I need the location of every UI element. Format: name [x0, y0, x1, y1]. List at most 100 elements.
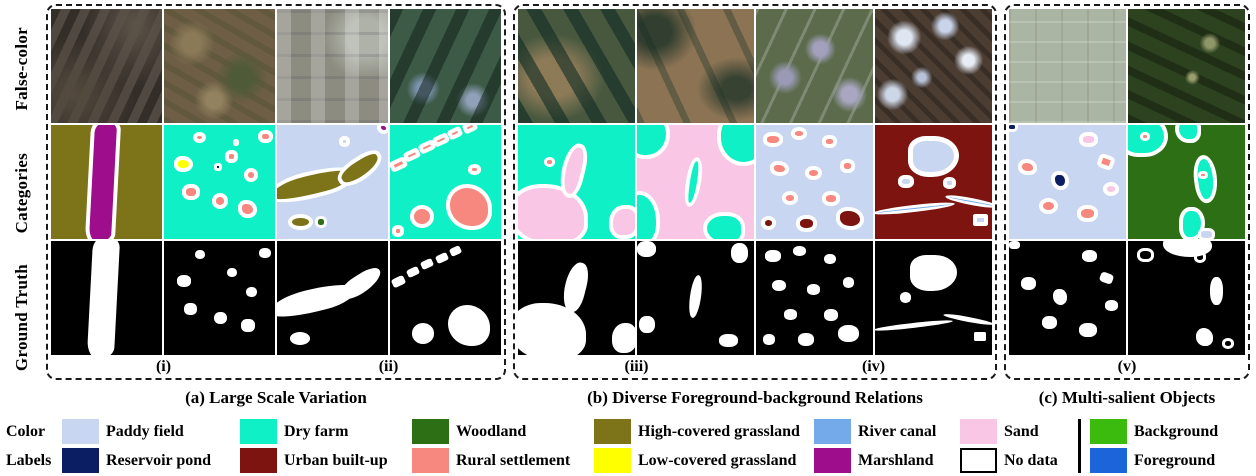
region-blob [1009, 241, 1020, 249]
group-a-columns [51, 9, 501, 355]
region-blob [211, 193, 229, 210]
region-blob [942, 177, 956, 189]
region-blob [898, 175, 914, 188]
region-blob [556, 141, 593, 200]
group-a-box: (i) (ii) [46, 4, 506, 380]
region-blob [181, 184, 200, 201]
group-captions: (a) Large Scale Variation (b) Diverse Fo… [46, 388, 1250, 408]
region-blob [807, 284, 821, 295]
legend-swatch-marshland [814, 448, 851, 473]
tile-column-10 [1128, 9, 1245, 355]
region-blob [447, 304, 490, 346]
region-blob [1076, 204, 1098, 222]
legend-header-text: Color [6, 422, 46, 440]
row-labels: False-color Categories Ground Truth [0, 6, 44, 380]
region-blob [183, 302, 198, 316]
region-blob [405, 266, 420, 279]
legend-item-reservoir-pond: Reservoir pond [62, 446, 240, 475]
group-c-sublabels: (v) [1009, 355, 1245, 378]
region-blob [332, 145, 387, 192]
region-blob [84, 125, 121, 239]
region-blob [412, 323, 435, 344]
categories-tile-1 [51, 125, 162, 239]
legend-item-woodland: Woodland [412, 417, 594, 446]
region-outline [1193, 251, 1207, 263]
legend-item-no-data: No data [960, 446, 1076, 475]
group-b-columns [518, 9, 992, 355]
region-blob [609, 204, 635, 239]
categories-tile-7 [756, 125, 873, 239]
region-blob [784, 309, 797, 320]
region-blob [1081, 250, 1097, 262]
legend-swatch-paddy-field [62, 419, 99, 444]
legend-col-6: Sand No data [960, 417, 1076, 475]
legend-swatch-foreground [1090, 448, 1127, 473]
row-label-ground-truth: Ground Truth [0, 255, 44, 380]
region-blob [973, 213, 989, 227]
caption-b: (b) Diverse Foreground-background Relati… [587, 388, 923, 407]
ground-truth-tile-8 [875, 241, 992, 355]
region-blob [637, 241, 656, 257]
region-blob [543, 156, 556, 168]
region-blob [1139, 131, 1151, 141]
false-color-tile-4 [390, 9, 501, 123]
false-color-tile-1 [51, 9, 162, 123]
group-a-sublabels: (i) (ii) [51, 355, 501, 378]
caption-c: (c) Multi-salient Objects [1038, 388, 1216, 407]
legend-swatch-reservoir-pond [62, 448, 99, 473]
region-blob [240, 318, 255, 333]
legend-col-1: Paddy field Reservoir pond [62, 417, 240, 475]
region-blob [213, 311, 228, 325]
legend-label: Rural settlement [456, 451, 571, 469]
legend-item-marshland: Marshland [814, 446, 960, 475]
region-blob [1009, 125, 1019, 132]
legend-swatch-high-covered-grassland [594, 419, 631, 444]
legend-col-3: Woodland Rural settlement [412, 417, 594, 475]
tile-column-8 [875, 9, 992, 355]
tile-column-3 [277, 9, 388, 355]
group-c-columns [1009, 9, 1245, 355]
categories-tile-9 [1009, 125, 1126, 239]
region-blob [718, 334, 738, 347]
region-blob [246, 286, 258, 297]
region-blob [944, 193, 992, 210]
region-blob [290, 332, 311, 345]
region-blob [910, 254, 957, 292]
region-blob [213, 162, 222, 171]
legend-item-sand: Sand [960, 417, 1076, 446]
legend-label: Background [1134, 422, 1219, 440]
legend-label: Reservoir pond [106, 451, 212, 469]
region-blob [763, 334, 775, 345]
region-blob [258, 129, 273, 144]
region-blob [798, 333, 815, 346]
row-label-text: False-color [12, 26, 31, 111]
tile-column-2 [164, 9, 275, 355]
legend-label: Paddy field [106, 422, 184, 440]
region-blob [837, 325, 859, 343]
legend-label: No data [1004, 451, 1058, 469]
legend-label: Low-covered grassland [638, 451, 797, 469]
region-blob [842, 277, 855, 288]
region-outline [1137, 247, 1154, 262]
ground-truth-tile-6 [637, 241, 754, 355]
region-blob [392, 225, 405, 237]
group-c-box: (v) [1004, 4, 1250, 380]
region-blob [770, 161, 789, 177]
region-blob [730, 243, 749, 263]
region-blob [793, 245, 807, 256]
region-blob [445, 184, 493, 230]
region-blob [1053, 288, 1068, 305]
tile-column-4 [390, 9, 501, 355]
sublabel-v: (v) [1117, 357, 1137, 375]
sublabel-iv: (iv) [861, 357, 886, 375]
legend-header-line2: Labels [6, 446, 62, 475]
region-blob [1098, 271, 1115, 286]
legend-item-background: Background [1090, 417, 1242, 446]
legend-swatch-background [1090, 419, 1127, 444]
legend-label: Dry farm [284, 422, 349, 440]
legend-label: Foreground [1134, 451, 1216, 469]
false-color-tile-8 [875, 9, 992, 123]
region-blob [192, 131, 207, 144]
legend-header-line1: Color [6, 417, 62, 446]
